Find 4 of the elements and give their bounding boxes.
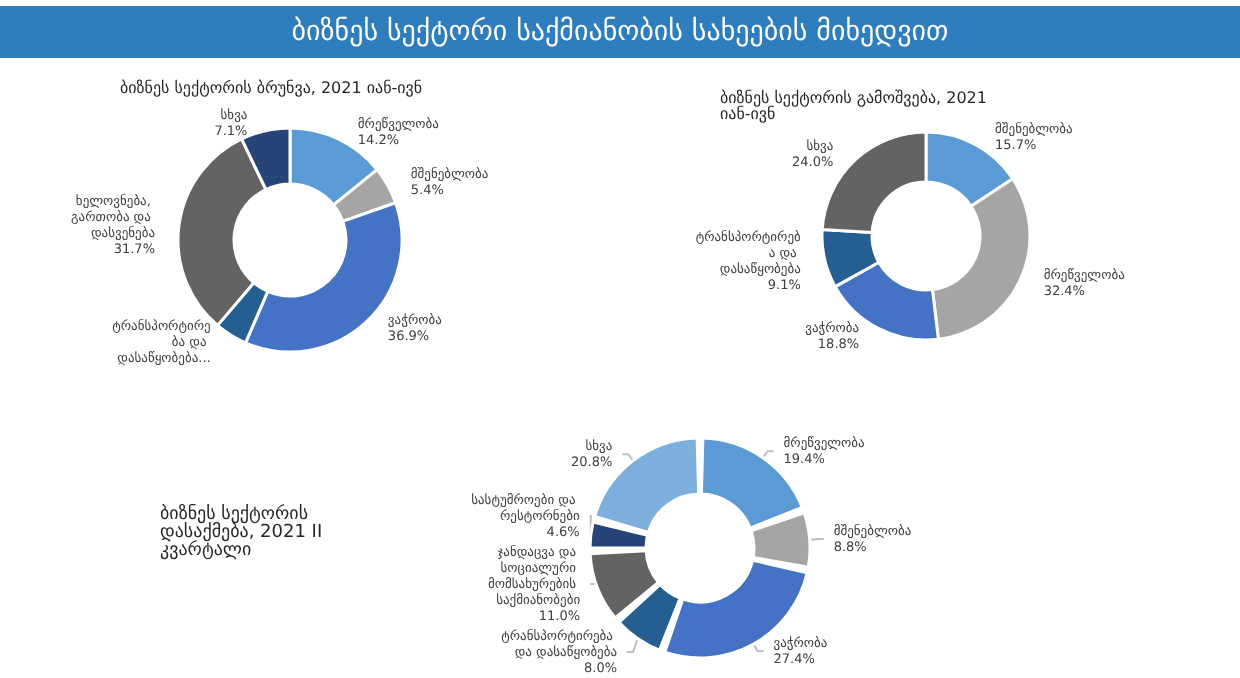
text: ბიზნეს სექტორის დასაქმება, 2021 II კვარტალი bbox=[160, 503, 328, 561]
chart-subtitle: ბიზნეს სექტორის ბრუნვა, 2021 იან-ივნ bbox=[120, 79, 423, 97]
chart-title: ბიზნეს სექტორის გამოშვება, 2021 იან-ივნ bbox=[720, 89, 993, 123]
text: ბიზნეს სექტორი საქმიანობის სახეების მიხედვით bbox=[0, 6, 1240, 58]
